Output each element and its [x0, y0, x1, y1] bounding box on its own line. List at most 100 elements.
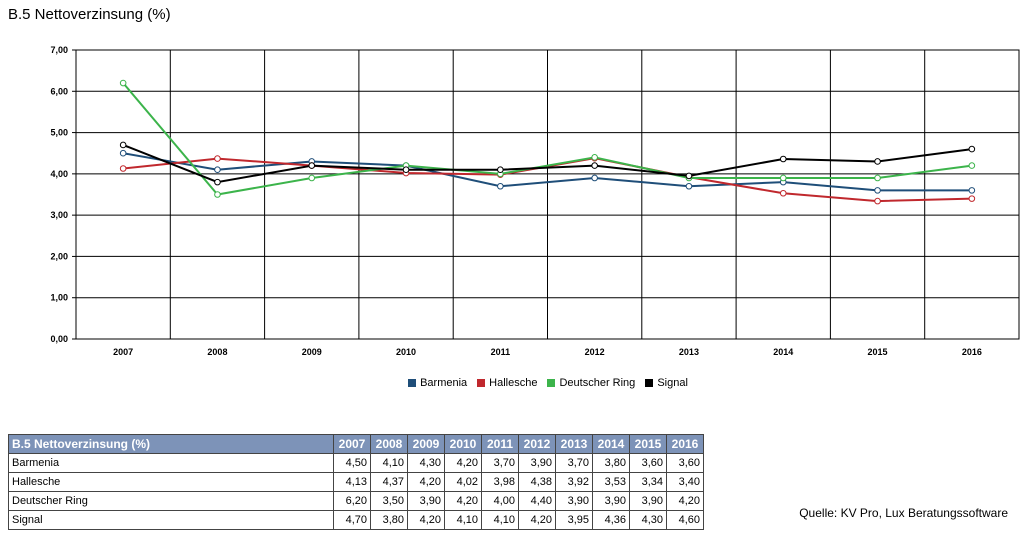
value-cell: 3,95: [555, 510, 593, 530]
data-point-signal: [591, 162, 598, 169]
year-header-cell: 2014: [592, 434, 630, 454]
value-cell: 3,92: [555, 472, 593, 492]
value-cell: 3,90: [518, 453, 556, 473]
value-cell: 4,30: [629, 510, 667, 530]
data-point-barmenia: [685, 182, 693, 190]
value-cell: 4,10: [444, 510, 482, 530]
x-tick-label: 2010: [396, 347, 416, 357]
year-header-cell: 2010: [444, 434, 482, 454]
value-cell: 4,38: [518, 472, 556, 492]
legend-swatch: [408, 379, 417, 387]
data-point-barmenia: [968, 187, 976, 194]
y-tick-label: 0,00: [50, 334, 68, 344]
data-point-deutscher-ring: [308, 174, 316, 182]
value-cell: 3,34: [629, 472, 667, 492]
row-label-cell: Signal: [8, 510, 334, 530]
year-header-cell: 2008: [370, 434, 408, 454]
legend-item-signal: Signal: [645, 377, 688, 389]
value-cell: 3,90: [555, 491, 593, 511]
data-point-barmenia: [591, 174, 598, 182]
data-point-barmenia: [214, 166, 221, 174]
legend-swatch: [547, 379, 556, 387]
value-cell: 4,20: [407, 510, 445, 530]
value-cell: 3,60: [666, 453, 704, 473]
value-cell: 4,70: [333, 510, 371, 530]
data-point-barmenia: [874, 187, 881, 194]
data-point-deutscher-ring: [214, 191, 221, 198]
table-row: Barmenia 4,50 4,10 4,30 4,20 3,70 3,90 3,70 3,80…: [8, 453, 704, 473]
legend-item-deutscher-ring: Deutscher Ring: [547, 377, 635, 389]
data-point-deutscher-ring: [968, 162, 976, 169]
value-cell: 3,60: [629, 453, 667, 473]
x-tick-label: 2008: [207, 347, 227, 357]
source-note: Quelle: KV Pro, Lux Beratungssoftware: [799, 506, 1008, 520]
value-cell: 4,20: [444, 453, 482, 473]
value-cell: 3,80: [370, 510, 408, 530]
y-tick-label: 3,00: [50, 210, 68, 220]
value-cell: 6,20: [333, 491, 371, 511]
data-point-deutscher-ring: [779, 174, 787, 182]
chart-legend: Barmenia Hallesche Deutscher Ring Signal: [0, 377, 1036, 389]
x-tick-label: 2011: [491, 347, 511, 357]
legend-label: Hallesche: [489, 377, 538, 389]
series-line-deutscher-ring: [122, 82, 972, 196]
value-cell: 4,02: [444, 472, 482, 492]
value-cell: 3,50: [370, 491, 408, 511]
year-header-cell: 2015: [629, 434, 667, 454]
x-tick-label: 2015: [868, 347, 888, 357]
data-point-signal: [402, 166, 410, 174]
year-header-cell: 2007: [333, 434, 371, 454]
legend-item-barmenia: Barmenia: [408, 377, 467, 389]
series-line-barmenia: [122, 152, 972, 192]
y-tick-label: 1,00: [50, 293, 68, 303]
value-cell: 3,53: [592, 472, 630, 492]
value-cell: 4,20: [444, 491, 482, 511]
value-cell: 4,20: [666, 491, 704, 511]
value-cell: 3,70: [555, 453, 593, 473]
table-row: Hallesche 4,13 4,37 4,20 4,02 3,98 4,38 3,92 3,5…: [8, 472, 704, 492]
legend-label: Signal: [657, 377, 688, 389]
data-point-signal: [497, 166, 504, 174]
line-chart: 0,00 1,00 2,00 3,00 4,00 5,00 6,00 7,00 2007 2008…: [50, 45, 1020, 357]
page-title: B.5 Nettoverzinsung (%): [8, 6, 171, 23]
value-cell: 4,50: [333, 453, 371, 473]
value-cell: 4,37: [370, 472, 408, 492]
data-point-deutscher-ring: [591, 154, 598, 161]
x-tick-label: 2012: [585, 347, 605, 357]
data-point-barmenia: [119, 149, 127, 157]
row-label-cell: Deutscher Ring: [8, 491, 334, 511]
table-header-row: B.5 Nettoverzinsung (%) 2007 2008 2009 2010…: [8, 434, 704, 454]
data-point-signal: [214, 178, 221, 186]
value-cell: 4,00: [481, 491, 519, 511]
legend-swatch: [477, 379, 486, 387]
legend-label: Barmenia: [420, 377, 468, 389]
year-header-cell: 2016: [666, 434, 704, 454]
value-cell: 3,70: [481, 453, 519, 473]
data-point-barmenia: [497, 182, 504, 190]
y-tick-label: 6,00: [50, 86, 68, 96]
value-cell: 4,36: [592, 510, 630, 530]
x-tick-label: 2007: [113, 347, 133, 357]
year-header-cell: 2011: [481, 434, 519, 454]
data-point-hallesche: [119, 165, 127, 172]
value-cell: 3,98: [481, 472, 519, 492]
x-tick-label: 2016: [962, 347, 982, 357]
value-cell: 4,20: [407, 472, 445, 492]
legend-label: Deutscher Ring: [559, 377, 636, 389]
data-point-signal: [685, 172, 693, 180]
y-tick-label: 4,00: [50, 169, 68, 179]
data-point-hallesche: [214, 155, 221, 162]
data-point-hallesche: [779, 189, 787, 197]
value-cell: 3,80: [592, 453, 630, 473]
value-cell: 3,40: [666, 472, 704, 492]
year-header-cell: 2013: [555, 434, 593, 454]
legend-swatch: [645, 379, 654, 387]
data-point-hallesche: [968, 195, 976, 202]
value-cell: 3,90: [407, 491, 445, 511]
data-point-signal: [119, 141, 127, 149]
data-point-deutscher-ring: [874, 174, 881, 182]
data-point-signal: [779, 155, 787, 163]
legend-item-hallesche: Hallesche: [477, 377, 537, 389]
data-point-signal: [874, 158, 881, 165]
value-cell: 4,20: [518, 510, 556, 530]
